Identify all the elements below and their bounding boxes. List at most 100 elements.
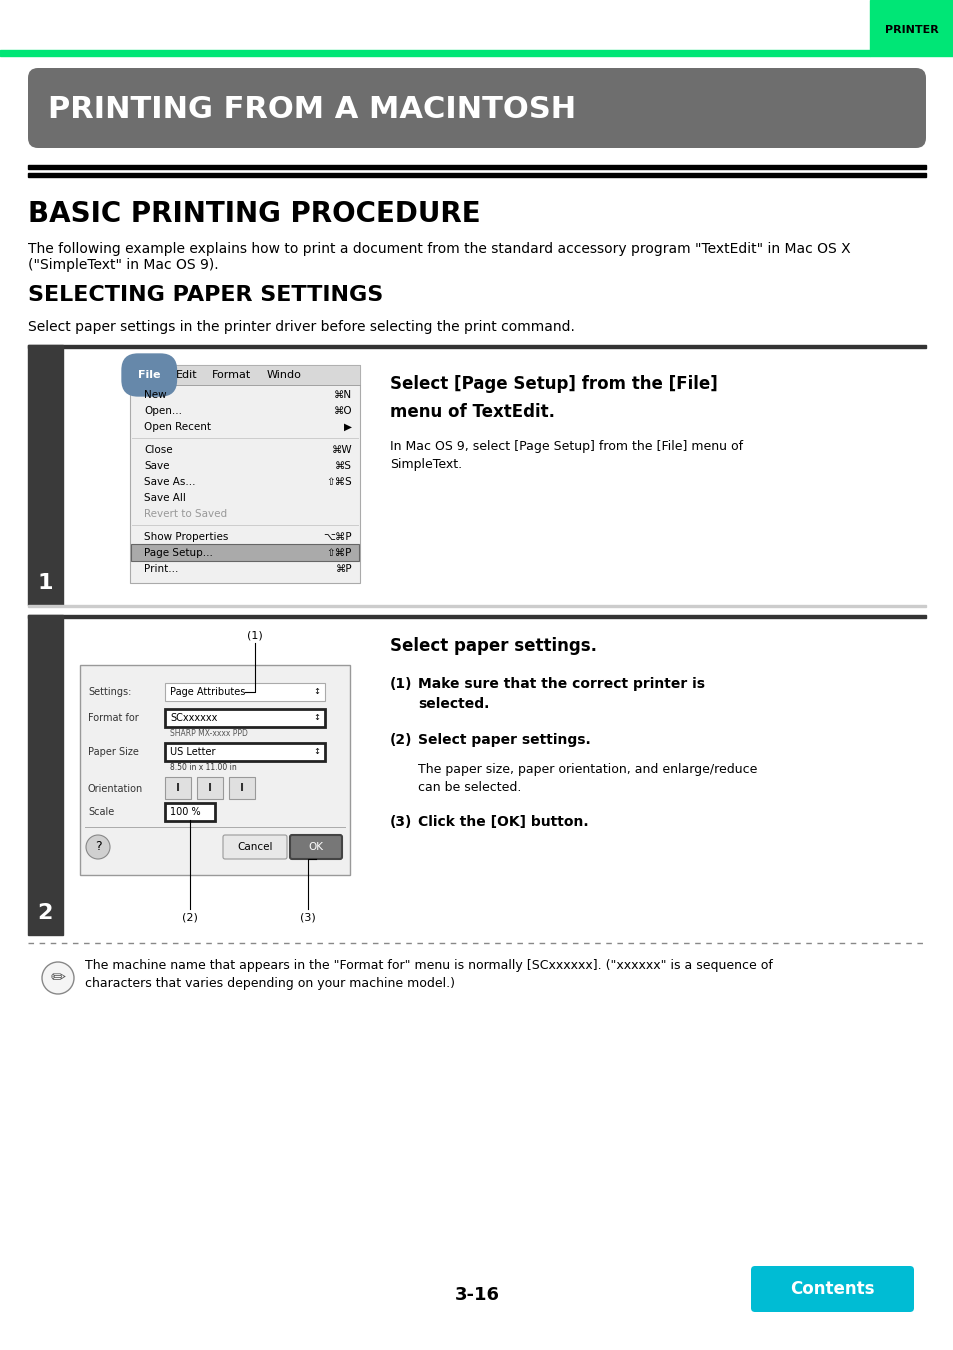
Text: Save As...: Save As...: [144, 477, 195, 487]
Bar: [80, 666, 350, 875]
Text: ⌘O: ⌘O: [333, 406, 352, 416]
Text: Save: Save: [144, 460, 170, 471]
Text: ⇧⌘S: ⇧⌘S: [326, 477, 352, 487]
FancyBboxPatch shape: [750, 1266, 913, 1312]
Bar: [28, 944, 925, 1012]
Bar: [28, 346, 925, 348]
Text: ▶: ▶: [344, 423, 352, 432]
Text: Save All: Save All: [144, 493, 186, 504]
Bar: [63, 346, 925, 605]
Text: ↕: ↕: [313, 687, 319, 697]
Text: ↕: ↕: [313, 748, 319, 756]
Bar: [165, 743, 325, 761]
Text: ⌘W: ⌘W: [331, 446, 352, 455]
Text: ⌘S: ⌘S: [335, 460, 352, 471]
Text: Windo: Windo: [267, 370, 301, 379]
Text: PRINTING FROM A MACINTOSH: PRINTING FROM A MACINTOSH: [48, 96, 576, 124]
Bar: [196, 778, 223, 799]
Text: ⌘P: ⌘P: [335, 564, 352, 574]
Text: Contents: Contents: [789, 1280, 873, 1297]
Text: SimpleText.: SimpleText.: [390, 458, 461, 471]
Text: Select paper settings in the printer driver before selecting the print command.: Select paper settings in the printer dri…: [28, 320, 575, 333]
Text: can be selected.: can be selected.: [417, 782, 521, 794]
Bar: [165, 803, 214, 821]
Bar: [130, 364, 359, 385]
Bar: [165, 683, 325, 701]
Text: (2): (2): [390, 733, 412, 747]
Text: New: New: [144, 390, 167, 400]
Text: In Mac OS 9, select [Page Setup] from the [File] menu of: In Mac OS 9, select [Page Setup] from th…: [390, 440, 742, 454]
Text: (1): (1): [247, 630, 263, 640]
Text: 1: 1: [37, 572, 52, 593]
Bar: [165, 778, 191, 799]
Text: Format for: Format for: [88, 713, 138, 724]
Text: BASIC PRINTING PROCEDURE: BASIC PRINTING PROCEDURE: [28, 200, 480, 228]
Text: PRINTER: PRINTER: [884, 26, 938, 35]
Text: Page Setup...: Page Setup...: [144, 548, 213, 558]
Text: ⌥⌘P: ⌥⌘P: [323, 532, 352, 541]
Text: selected.: selected.: [417, 697, 489, 711]
Bar: [28, 616, 63, 936]
Text: Select [Page Setup] from the [File]: Select [Page Setup] from the [File]: [390, 375, 717, 393]
Text: Close: Close: [144, 446, 172, 455]
FancyBboxPatch shape: [290, 836, 341, 859]
Circle shape: [86, 836, 110, 859]
Text: Click the [OK] button.: Click the [OK] button.: [417, 815, 588, 829]
Text: ⌘N: ⌘N: [334, 390, 352, 400]
Text: ("SimpleText" in Mac OS 9).: ("SimpleText" in Mac OS 9).: [28, 258, 218, 271]
Text: ✏: ✏: [51, 969, 66, 987]
Bar: [28, 165, 925, 169]
Text: Revert to Saved: Revert to Saved: [144, 509, 227, 518]
Bar: [130, 364, 359, 583]
Text: Scale: Scale: [88, 807, 114, 817]
Bar: [28, 346, 63, 605]
Bar: [165, 709, 325, 728]
Text: US Letter: US Letter: [170, 747, 215, 757]
Bar: [28, 173, 925, 177]
Bar: [229, 778, 254, 799]
Text: SCxxxxxx: SCxxxxxx: [170, 713, 217, 724]
Text: I: I: [208, 783, 212, 792]
Text: (3): (3): [390, 815, 412, 829]
Text: (1): (1): [390, 676, 412, 691]
Circle shape: [42, 963, 74, 994]
Text: Settings:: Settings:: [88, 687, 132, 697]
Text: Format: Format: [212, 370, 251, 379]
Text: The machine name that appears in the "Format for" menu is normally [SCxxxxxx]. (: The machine name that appears in the "Fo…: [85, 958, 772, 972]
Text: Cancel: Cancel: [237, 842, 273, 852]
Text: menu of TextEdit.: menu of TextEdit.: [390, 404, 555, 421]
FancyBboxPatch shape: [223, 836, 287, 859]
Text: Paper Size: Paper Size: [88, 747, 139, 757]
FancyBboxPatch shape: [28, 68, 925, 148]
Text: The following example explains how to print a document from the standard accesso: The following example explains how to pr…: [28, 242, 850, 256]
Text: 100 %: 100 %: [170, 807, 200, 817]
Text: (2): (2): [182, 913, 197, 922]
Text: 8.50 in x 11.00 in: 8.50 in x 11.00 in: [170, 764, 236, 772]
Text: Open...: Open...: [144, 406, 182, 416]
Text: Select paper settings.: Select paper settings.: [390, 637, 597, 655]
Text: I: I: [240, 783, 244, 792]
Text: The paper size, paper orientation, and enlarge/reduce: The paper size, paper orientation, and e…: [417, 763, 757, 776]
Bar: [0, 0, 953, 55]
Text: Make sure that the correct printer is: Make sure that the correct printer is: [417, 676, 704, 691]
Text: Open Recent: Open Recent: [144, 423, 211, 432]
Text: SHARP MX-xxxx PPD: SHARP MX-xxxx PPD: [170, 729, 248, 738]
Text: File: File: [138, 370, 160, 379]
Text: 2: 2: [37, 903, 52, 923]
Bar: [28, 605, 925, 608]
Text: OK: OK: [308, 842, 323, 852]
Text: ⇧⌘P: ⇧⌘P: [326, 548, 352, 558]
Bar: [131, 544, 358, 562]
Text: (3): (3): [300, 913, 315, 922]
Text: I: I: [175, 783, 180, 792]
Bar: [869, 0, 953, 55]
Text: ?: ?: [94, 841, 101, 853]
Bar: [0, 50, 869, 55]
Bar: [63, 616, 925, 936]
Text: SELECTING PAPER SETTINGS: SELECTING PAPER SETTINGS: [28, 285, 383, 305]
Text: Page Attributes: Page Attributes: [170, 687, 245, 697]
Text: ↕: ↕: [313, 714, 319, 722]
Bar: [28, 616, 925, 618]
Text: Edit: Edit: [175, 370, 197, 379]
Text: Show Properties: Show Properties: [144, 532, 228, 541]
